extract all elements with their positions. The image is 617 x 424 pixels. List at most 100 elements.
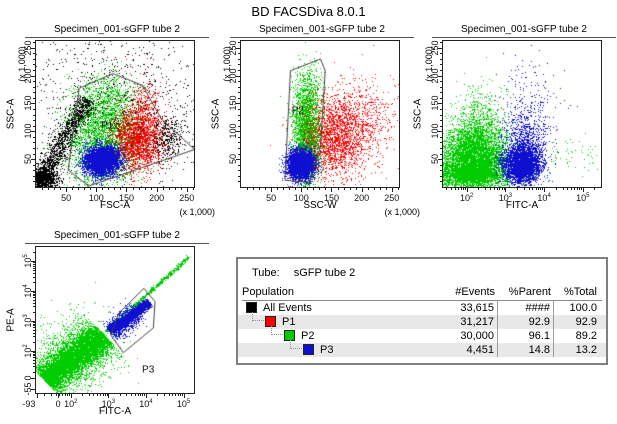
x-axis-minor-tick bbox=[72, 188, 74, 190]
x-axis-minor-tick bbox=[576, 188, 578, 190]
scatter-canvas[interactable] bbox=[36, 41, 194, 187]
y-axis-minor-tick bbox=[440, 181, 442, 183]
y-axis-tick bbox=[31, 131, 35, 133]
y-axis-minor-tick bbox=[238, 136, 240, 138]
x-axis-minor-tick bbox=[458, 188, 460, 190]
y-axis-tick bbox=[236, 47, 240, 49]
x-axis-tick bbox=[186, 188, 188, 192]
column-header-total[interactable]: %Total bbox=[563, 286, 597, 298]
plot-sscw-ssc: Specimen_001-sGFP tube 2 P2 SSC-A (x 1,0… bbox=[210, 22, 421, 222]
y-axis-tick-label: 103 bbox=[23, 314, 33, 328]
plot-fitc-pe: Specimen_001-sGFP tube 2 P3 PE-A FITC-A … bbox=[5, 228, 215, 424]
y-axis-minor-tick bbox=[33, 332, 35, 334]
x-axis-minor-tick bbox=[102, 394, 104, 396]
y-axis-minor-tick bbox=[238, 58, 240, 60]
y-axis-minor-tick bbox=[440, 170, 442, 172]
tube-value: sGFP tube 2 bbox=[293, 267, 356, 279]
x-axis-minor-tick bbox=[253, 188, 255, 190]
x-axis-minor-tick bbox=[102, 188, 104, 190]
x-axis-minor-tick bbox=[54, 188, 56, 190]
y-axis-tick bbox=[31, 47, 35, 49]
x-axis-tick bbox=[96, 188, 98, 192]
y-axis-minor-tick bbox=[33, 97, 35, 99]
plot-area: P2 bbox=[240, 40, 400, 188]
y-axis-minor-tick bbox=[33, 323, 35, 325]
y-axis-tick bbox=[31, 388, 35, 390]
x-axis-tick-label: 104 bbox=[139, 399, 153, 409]
x-axis-tick-label: 103 bbox=[498, 193, 513, 203]
x-axis-minor-tick bbox=[78, 188, 80, 190]
population-row-all-events[interactable]: All Events 33,615 #### 100.0 bbox=[238, 301, 606, 315]
parent-value: #### bbox=[498, 301, 554, 315]
y-axis-minor-tick bbox=[33, 292, 35, 294]
x-axis-minor-tick bbox=[181, 394, 183, 396]
scatter-canvas[interactable] bbox=[443, 41, 601, 187]
plot-area bbox=[442, 40, 602, 188]
x-axis-minor-tick bbox=[337, 188, 339, 190]
y-axis-tick bbox=[438, 103, 442, 105]
y-axis-minor-tick bbox=[238, 81, 240, 83]
x-axis-minor-tick bbox=[134, 394, 136, 396]
y-axis-minor-tick bbox=[33, 269, 35, 271]
gate-label-p1[interactable]: P1 bbox=[100, 120, 114, 132]
gate-label-p2[interactable]: P2 bbox=[291, 105, 304, 117]
population-swatch bbox=[284, 330, 295, 341]
population-row-p3[interactable]: P3 4,451 14.8 13.2 bbox=[238, 340, 606, 357]
x-axis-minor-tick bbox=[93, 394, 95, 396]
y-axis-minor-tick bbox=[238, 164, 240, 166]
x-axis-minor-tick bbox=[108, 188, 110, 190]
x-axis-minor-tick bbox=[138, 188, 140, 190]
y-axis-minor-tick bbox=[238, 92, 240, 94]
x-axis-minor-tick bbox=[90, 188, 92, 190]
scatter-canvas[interactable] bbox=[241, 41, 399, 187]
column-header-parent[interactable]: %Parent bbox=[508, 286, 551, 298]
y-axis-minor-tick bbox=[33, 265, 35, 267]
x-axis-minor-tick bbox=[60, 188, 62, 190]
y-axis-tick bbox=[438, 47, 442, 49]
population-row-p2[interactable]: P2 30,000 96.1 89.2 bbox=[238, 326, 606, 343]
x-axis-minor-tick bbox=[594, 188, 596, 190]
column-header-events[interactable]: #Events bbox=[455, 286, 495, 298]
x-axis-minor-tick bbox=[144, 394, 146, 396]
y-axis-minor-tick bbox=[238, 153, 240, 155]
y-axis-minor-tick bbox=[33, 164, 35, 166]
x-axis-tick bbox=[391, 188, 393, 192]
y-axis-tick-label: 200 bbox=[430, 68, 440, 84]
x-axis-minor-tick bbox=[69, 394, 71, 396]
y-axis-minor-tick bbox=[33, 293, 35, 295]
x-axis-tick-label: 103 bbox=[101, 399, 116, 409]
y-axis-tick bbox=[31, 103, 35, 105]
x-axis-minor-tick bbox=[295, 188, 297, 190]
y-axis-minor-tick bbox=[33, 251, 35, 253]
x-axis-minor-tick bbox=[174, 188, 176, 190]
x-axis-minor-tick bbox=[581, 188, 583, 190]
x-axis-minor-tick bbox=[289, 188, 291, 190]
y-axis-minor-tick bbox=[33, 114, 35, 116]
population-name: P2 bbox=[301, 330, 315, 342]
column-header-population[interactable]: Population bbox=[242, 286, 294, 298]
population-row-p1[interactable]: P1 31,217 92.9 92.9 bbox=[238, 312, 606, 329]
y-axis-tick bbox=[236, 103, 240, 105]
x-axis-tick-label: 150 bbox=[118, 193, 134, 203]
y-axis-minor-tick bbox=[33, 53, 35, 55]
y-axis-tick-label: 150 bbox=[23, 95, 33, 111]
x-axis-tick-label: 250 bbox=[384, 193, 400, 203]
gate-label-p3[interactable]: P3 bbox=[142, 364, 155, 376]
y-axis-minor-tick bbox=[440, 53, 442, 55]
total-value: 100.0 bbox=[569, 302, 597, 314]
tube-label: Tube: bbox=[252, 267, 280, 279]
y-axis-tick-label: 100 bbox=[430, 123, 440, 139]
x-axis-minor-tick bbox=[142, 394, 144, 396]
y-axis-tick-label: 50 bbox=[228, 154, 238, 165]
x-axis-minor-tick bbox=[162, 188, 164, 190]
x-axis-minor-tick bbox=[277, 188, 279, 190]
scatter-canvas[interactable] bbox=[36, 247, 194, 393]
y-axis-minor-tick bbox=[440, 136, 442, 138]
x-axis-minor-tick bbox=[493, 188, 495, 190]
plot-fsc-ssc: Specimen_001-sGFP tube 2 P1 SSC-A (x 1,0… bbox=[5, 22, 216, 222]
x-axis-minor-tick bbox=[307, 188, 309, 190]
x-axis-tick-label: 104 bbox=[537, 193, 551, 203]
y-axis-minor-tick bbox=[33, 311, 35, 313]
x-axis-minor-tick bbox=[397, 188, 399, 190]
x-axis-minor-tick bbox=[42, 188, 44, 190]
